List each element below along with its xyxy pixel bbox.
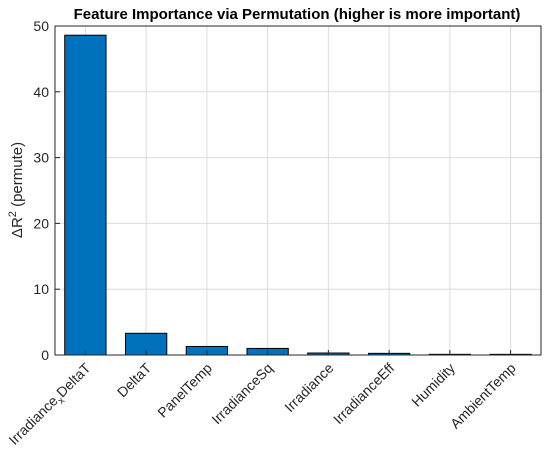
x-tick-label: DeltaT: [114, 359, 155, 400]
chart-title: Feature Importance via Permutation (high…: [74, 6, 521, 23]
y-tick-label: 0: [41, 347, 49, 363]
y-tick-label: 50: [33, 18, 49, 34]
y-tick-label: 20: [33, 215, 49, 231]
bar: [64, 34, 107, 356]
x-tick-label: PanelTemp: [154, 360, 215, 421]
y-tick-label: 30: [33, 150, 49, 166]
x-tick-label: IrradiancexDeltaT: [5, 359, 96, 450]
x-tick-label: Humidity: [408, 360, 458, 410]
x-tick-label: IrradianceEff: [330, 360, 397, 427]
x-tick-label: IrradianceSq: [208, 360, 275, 427]
y-axis-label: ΔR2 (permute): [7, 142, 26, 238]
grid-lines: [55, 25, 541, 356]
x-tick-label: AmbientTemp: [447, 360, 519, 432]
bars: [64, 34, 532, 356]
x-axis-ticks: IrradiancexDeltaT DeltaT PanelTempIrradian…: [5, 350, 519, 450]
x-tick-label: Irradiance: [281, 360, 336, 415]
plot-area-frame: [54, 25, 542, 356]
y-axis-ticks: 0 10 20 30 40 50: [33, 18, 60, 363]
y-tick-label: 40: [33, 84, 49, 100]
y-tick-label: 10: [33, 281, 49, 297]
